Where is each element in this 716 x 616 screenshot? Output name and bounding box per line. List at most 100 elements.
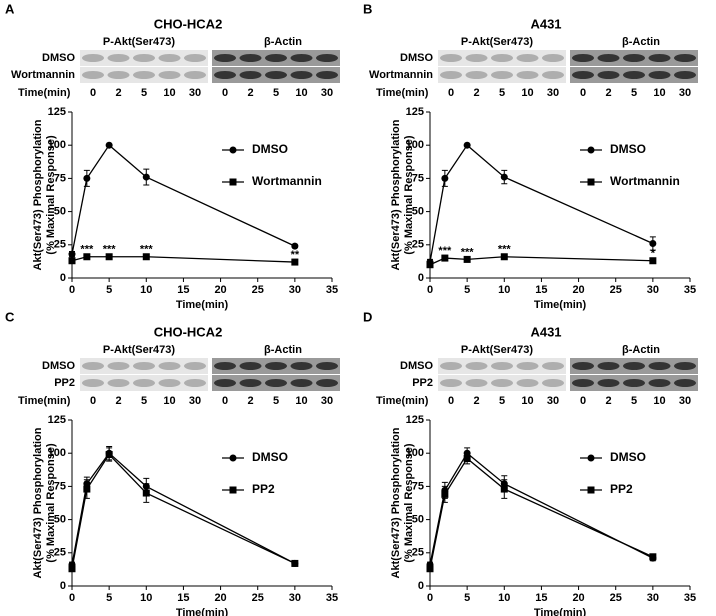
- x-tick-label: 30: [647, 284, 659, 296]
- legend-marker: [229, 454, 237, 462]
- blot-strip: [80, 375, 208, 391]
- data-point: [649, 239, 657, 247]
- time-value: 0: [222, 87, 228, 99]
- y-tick-label: 50: [54, 514, 66, 526]
- time-value: 2: [473, 87, 479, 99]
- time-value: 30: [321, 395, 333, 407]
- blot-band: [158, 379, 181, 387]
- series-line: [429, 452, 654, 565]
- y-axis-label: (% Maximal Response): [403, 135, 415, 255]
- blot-band: [623, 379, 645, 387]
- blot-band: [316, 379, 338, 387]
- blot-band: [516, 71, 539, 79]
- x-tick-label: 20: [572, 284, 584, 296]
- time-value: 0: [448, 87, 454, 99]
- time-value: 10: [521, 87, 533, 99]
- x-tick-label: 10: [498, 284, 510, 296]
- significance: ***: [140, 244, 154, 256]
- y-tick-label: 125: [48, 414, 66, 426]
- legend-label: DMSO: [610, 142, 646, 156]
- x-tick-label: 25: [252, 592, 264, 604]
- x-tick-label: 5: [106, 284, 112, 296]
- time-value: 5: [273, 87, 279, 99]
- blot-band: [674, 71, 696, 79]
- y-tick-label: 25: [54, 547, 66, 559]
- blot-band: [516, 54, 539, 62]
- time-label: Time(min): [376, 87, 429, 99]
- blot-strip: [80, 358, 208, 374]
- x-tick-label: 35: [326, 592, 338, 604]
- blot-header: P-Akt(Ser473): [461, 36, 533, 48]
- blot-band: [572, 379, 594, 387]
- x-tick-label: 10: [140, 284, 152, 296]
- time-label: Time(min): [18, 87, 71, 99]
- data-point: [83, 174, 91, 182]
- blot-band: [465, 362, 488, 370]
- blot-header: P-Akt(Ser473): [461, 344, 533, 356]
- data-point: [500, 485, 508, 493]
- x-axis-label: Time(min): [534, 299, 587, 311]
- data-point: [68, 257, 76, 265]
- panel-title: CHO-HCA2: [154, 324, 223, 339]
- time-value: 30: [321, 87, 333, 99]
- data-point: [463, 455, 471, 463]
- legend-label: PP2: [610, 482, 633, 496]
- time-value: 30: [547, 87, 559, 99]
- data-point: [142, 253, 150, 261]
- blot-band: [133, 71, 155, 79]
- data-point: [500, 173, 508, 181]
- blot-strip: [438, 67, 566, 83]
- data-point: [83, 485, 91, 493]
- x-axis-label: Time(min): [176, 299, 229, 311]
- panel-letter: C: [5, 309, 15, 324]
- panel-letter: A: [5, 1, 15, 16]
- significance: ***: [80, 244, 94, 256]
- blot-strip: [438, 375, 566, 391]
- legend-marker: [229, 486, 237, 494]
- blot-band: [674, 362, 696, 370]
- time-value: 2: [115, 395, 121, 407]
- data-point: [68, 565, 76, 573]
- y-tick-label: 100: [48, 139, 66, 151]
- blot-band: [597, 362, 620, 370]
- y-tick-label: 0: [60, 272, 66, 284]
- blot-band: [316, 54, 338, 62]
- blot-band: [265, 54, 287, 62]
- blot-strip: [438, 50, 566, 66]
- time-value: 0: [580, 395, 586, 407]
- blot-band: [597, 54, 620, 62]
- blot-row-label: Wortmannin: [369, 69, 433, 81]
- data-point: [291, 242, 299, 250]
- x-tick-label: 0: [69, 284, 75, 296]
- blot-band: [491, 54, 513, 62]
- blot-band: [239, 71, 262, 79]
- blot-band: [572, 362, 594, 370]
- blot-row-label: DMSO: [400, 52, 433, 64]
- x-tick-label: 5: [106, 592, 112, 604]
- blot-band: [290, 379, 313, 387]
- y-tick-label: 100: [406, 447, 424, 459]
- time-value: 0: [222, 395, 228, 407]
- series-line: [429, 457, 654, 569]
- significance: ***: [103, 244, 117, 256]
- panel-letter: D: [363, 309, 372, 324]
- significance: ***: [438, 245, 452, 257]
- blot-band: [316, 362, 338, 370]
- blot-band: [158, 54, 181, 62]
- blot-band: [290, 71, 313, 79]
- time-value: 5: [141, 395, 147, 407]
- blot-band: [597, 379, 620, 387]
- blot-band: [214, 362, 236, 370]
- blot-band: [542, 379, 564, 387]
- x-tick-label: 35: [326, 284, 338, 296]
- data-point: [426, 261, 434, 269]
- blot-header: β-Actin: [622, 344, 660, 356]
- data-point: [463, 255, 471, 263]
- blot-strip: [80, 67, 208, 83]
- data-point: [142, 489, 150, 497]
- legend-marker: [229, 146, 237, 154]
- time-value: 0: [90, 395, 96, 407]
- legend-label: DMSO: [252, 142, 288, 156]
- blot-band: [239, 362, 262, 370]
- blot-band: [214, 54, 236, 62]
